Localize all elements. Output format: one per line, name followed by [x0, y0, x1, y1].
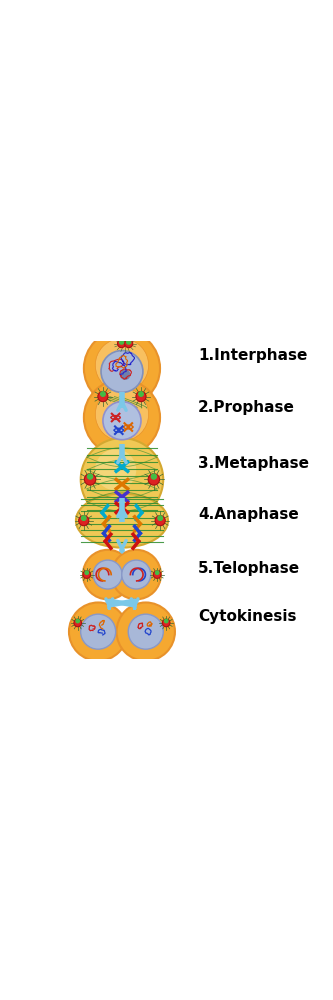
Circle shape: [127, 340, 131, 344]
Circle shape: [101, 392, 105, 396]
Circle shape: [83, 571, 91, 578]
Circle shape: [136, 391, 146, 402]
Circle shape: [98, 391, 108, 402]
Circle shape: [81, 614, 116, 649]
Circle shape: [165, 619, 168, 623]
Circle shape: [156, 571, 159, 574]
Circle shape: [79, 516, 89, 526]
Circle shape: [69, 602, 127, 661]
Text: Cytokinesis: Cytokinesis: [198, 609, 297, 624]
Circle shape: [95, 338, 149, 392]
Text: 3.Metaphase: 3.Metaphase: [198, 456, 309, 471]
Circle shape: [76, 619, 80, 623]
Circle shape: [101, 351, 143, 392]
Circle shape: [103, 402, 141, 440]
Circle shape: [155, 516, 165, 526]
Circle shape: [118, 340, 126, 348]
Circle shape: [151, 474, 157, 479]
Text: 2.Prophase: 2.Prophase: [198, 400, 295, 415]
Circle shape: [84, 379, 160, 456]
Circle shape: [84, 474, 96, 485]
Circle shape: [95, 388, 149, 441]
Circle shape: [88, 474, 93, 479]
Text: 4.Anaphase: 4.Anaphase: [198, 507, 299, 522]
Circle shape: [83, 550, 133, 599]
Circle shape: [81, 438, 163, 521]
Circle shape: [125, 340, 133, 348]
Circle shape: [85, 571, 89, 574]
Circle shape: [154, 571, 161, 578]
Circle shape: [128, 614, 163, 649]
Circle shape: [148, 474, 160, 485]
Circle shape: [121, 370, 130, 379]
Circle shape: [74, 619, 82, 627]
Circle shape: [117, 602, 175, 661]
Circle shape: [84, 330, 160, 406]
Circle shape: [95, 449, 136, 490]
Circle shape: [120, 340, 124, 344]
Circle shape: [112, 550, 161, 599]
Circle shape: [82, 516, 86, 520]
Circle shape: [158, 516, 163, 520]
Text: 5.Telophase: 5.Telophase: [198, 561, 300, 576]
Circle shape: [139, 392, 143, 396]
Ellipse shape: [76, 494, 168, 548]
Circle shape: [163, 619, 170, 627]
Circle shape: [93, 560, 122, 589]
Text: 1.Interphase: 1.Interphase: [198, 348, 307, 363]
Circle shape: [122, 560, 151, 589]
